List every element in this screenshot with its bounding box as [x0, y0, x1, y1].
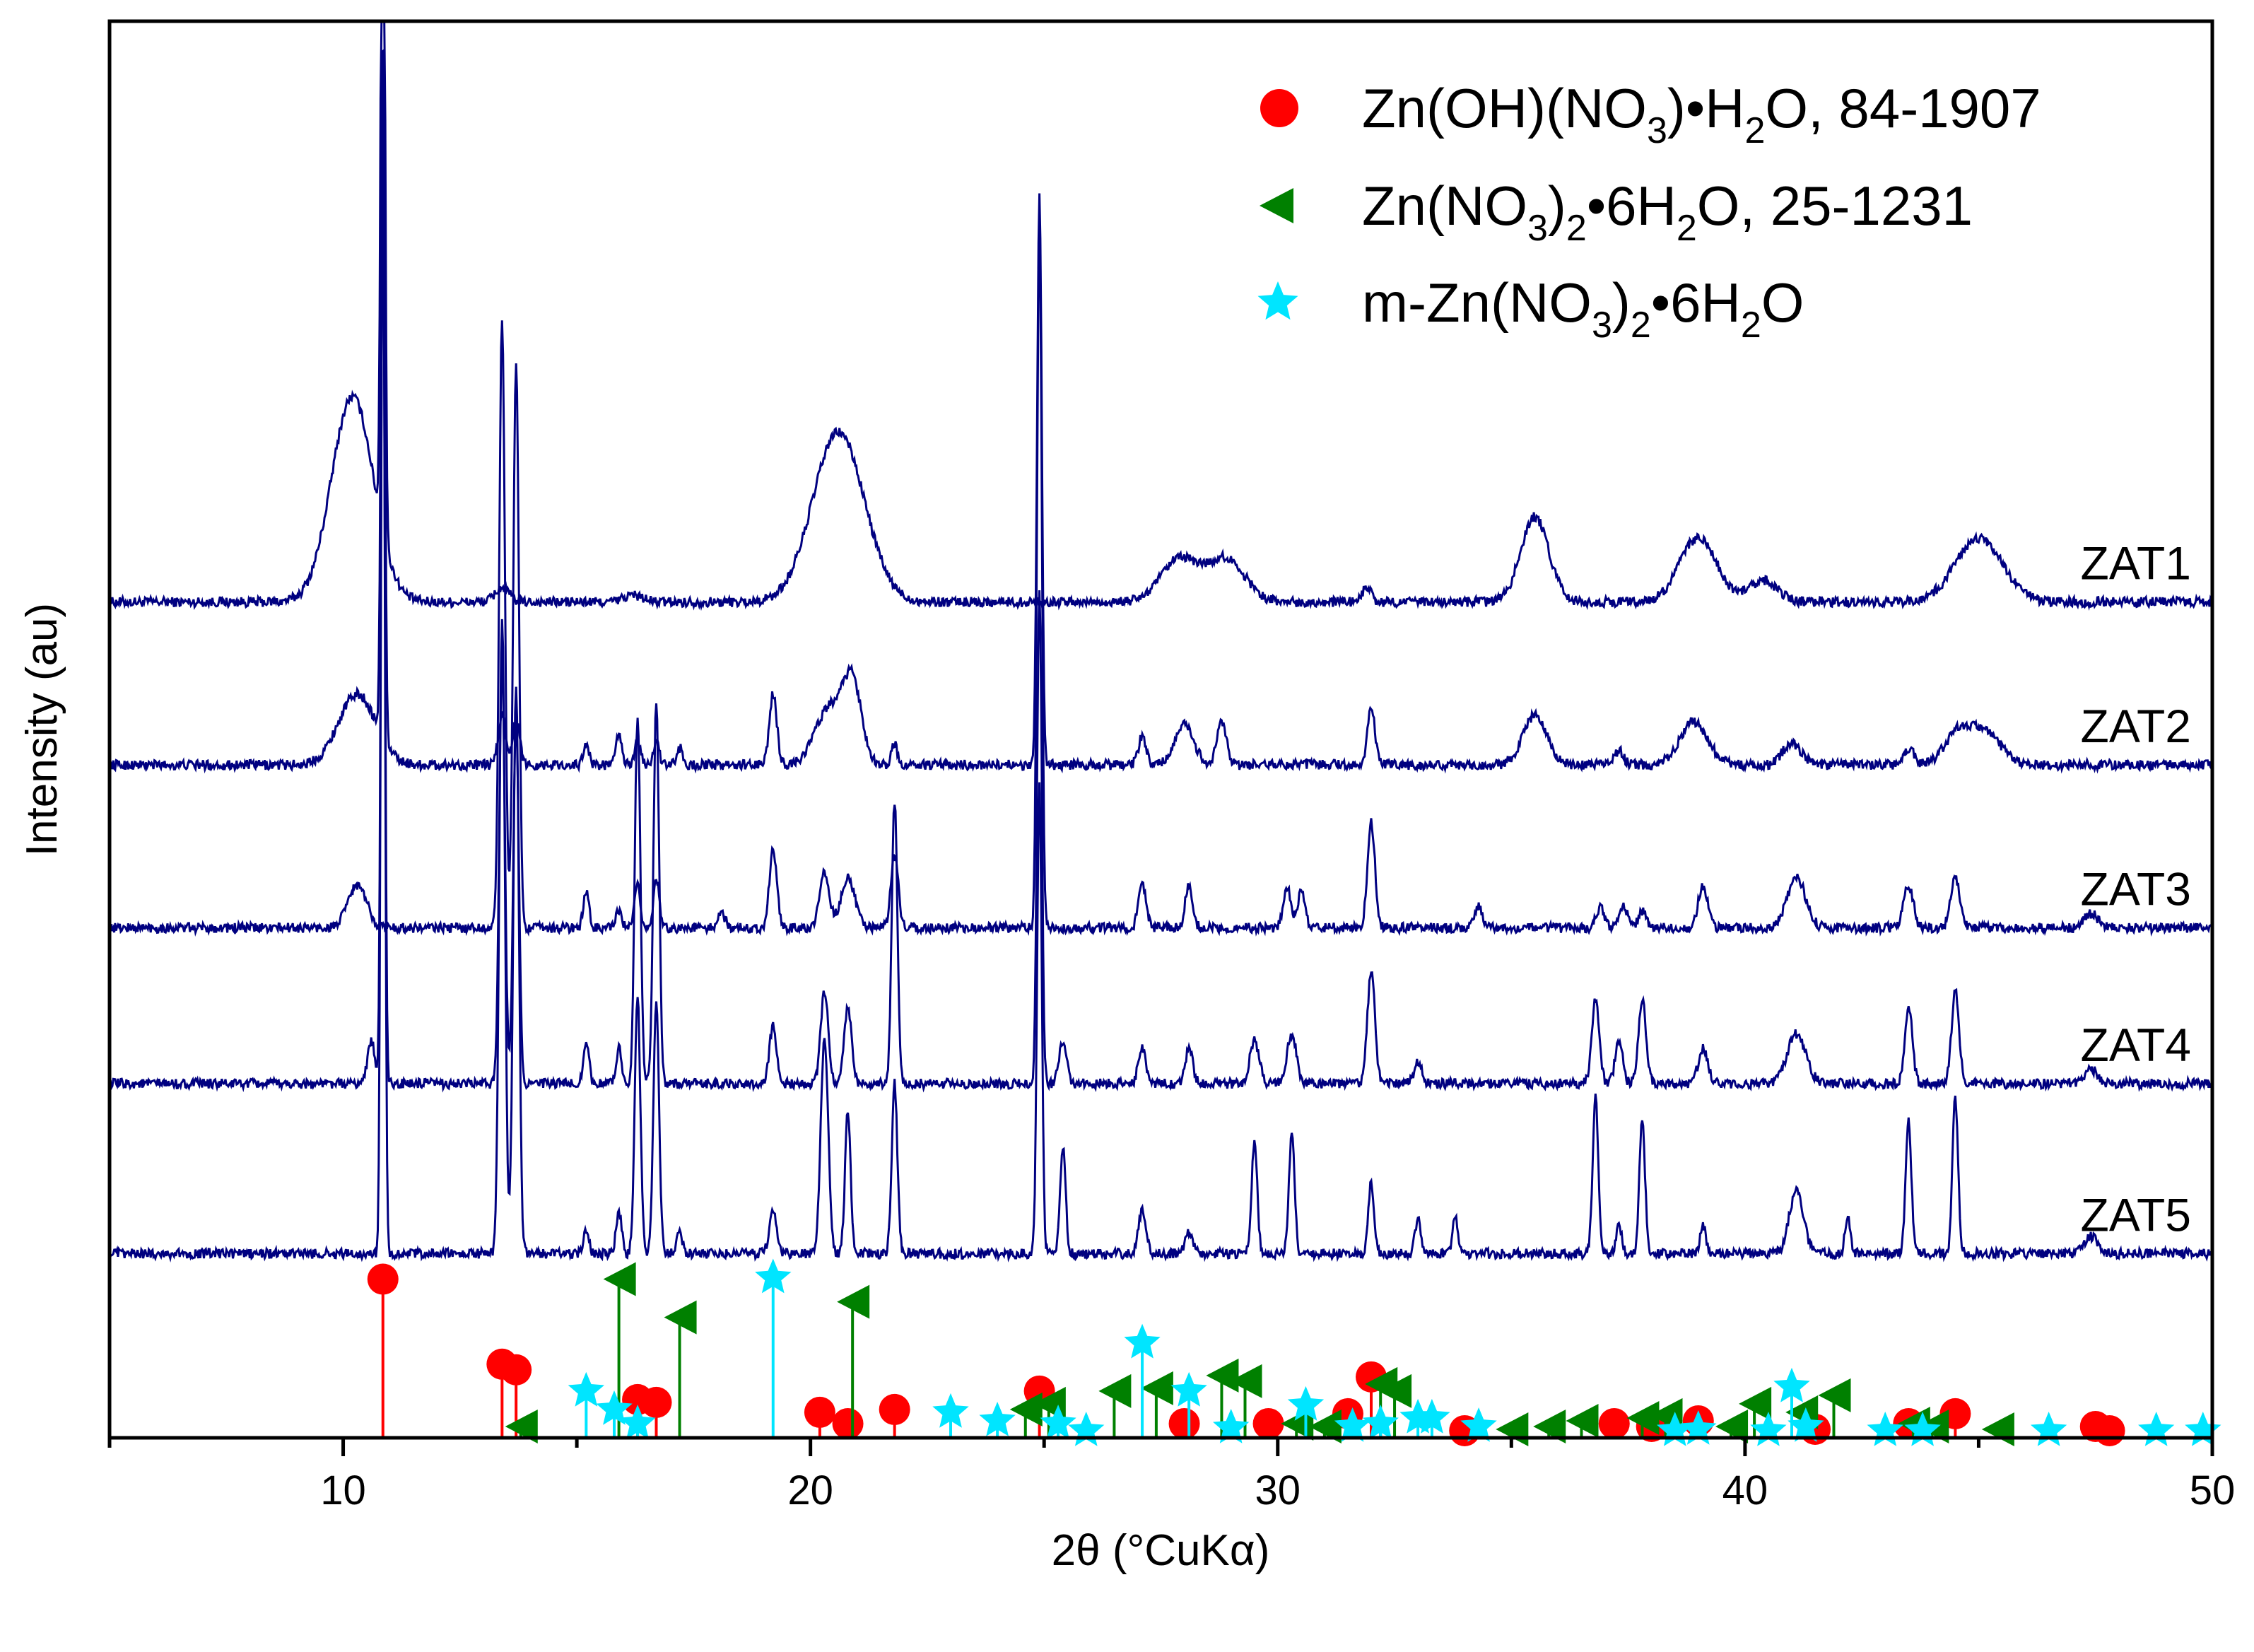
ref-marker-zn_no3_6h2o	[1009, 1392, 1043, 1427]
ref-marker-m_zn_no3	[568, 1371, 604, 1407]
ref-marker-zn_oh_no3	[832, 1407, 864, 1439]
series-label-zat1: ZAT1	[2081, 537, 2191, 590]
x-tick-label: 10	[320, 1468, 366, 1513]
ref-marker-m_zn_no3	[755, 1258, 792, 1294]
x-tick-label: 50	[2190, 1468, 2236, 1513]
ref-marker-zn_no3_6h2o	[1818, 1378, 1851, 1412]
ref-marker-zn_no3_6h2o	[1229, 1364, 1262, 1398]
ref-marker-m_zn_no3	[1040, 1405, 1076, 1439]
ref-marker-zn_no3_6h2o	[1379, 1373, 1412, 1408]
ref-marker-zn_oh_no3	[2094, 1414, 2125, 1446]
ref-marker-zn_no3_6h2o	[1308, 1409, 1342, 1443]
ref-marker-m_zn_no3	[979, 1402, 1016, 1436]
ref-marker-zn_oh_no3	[1252, 1407, 1284, 1439]
ref-marker-zn_no3_6h2o	[664, 1300, 697, 1335]
legend: Zn(OH)(NO3)•H2O, 84-1907 Zn(NO3)2•6H2O, …	[1257, 77, 2041, 346]
ref-marker-m_zn_no3	[1414, 1398, 1450, 1434]
ref-marker-zn_oh_no3	[1168, 1407, 1200, 1439]
legend-circle-marker	[1260, 89, 1298, 127]
x-tick-label: 30	[1255, 1468, 1301, 1513]
series-label-zat4: ZAT4	[2081, 1019, 2191, 1071]
legend-item-m-zn-no3: m-Zn(NO3)2•6H2O	[1257, 271, 1804, 346]
trace-zat3	[108, 218, 2214, 937]
ref-marker-zn_oh_no3	[640, 1386, 672, 1418]
ref-marker-m_zn_no3	[1124, 1323, 1161, 1359]
ref-marker-m_zn_no3	[1788, 1407, 1824, 1442]
series-label-zat5: ZAT5	[2081, 1188, 2191, 1241]
reference-markers	[367, 1258, 2221, 1446]
ref-marker-zn_no3_6h2o	[603, 1262, 636, 1296]
diffraction-traces: ZAT1 ZAT2 ZAT3 ZAT4 ZAT5	[108, 20, 2214, 1263]
legend-label-zn-no3-6h2o: Zn(NO3)2•6H2O, 25-1231	[1362, 175, 1973, 249]
ref-marker-zn_no3_6h2o	[505, 1409, 538, 1443]
trace-zat5	[108, 150, 2214, 1263]
legend-label-m-zn-no3: m-Zn(NO3)2•6H2O	[1362, 271, 1804, 346]
ref-marker-zn_no3_6h2o	[1533, 1409, 1566, 1443]
series-label-zat2: ZAT2	[2081, 700, 2191, 752]
plot-frame	[107, 19, 2214, 1440]
ref-marker-zn_oh_no3	[500, 1354, 532, 1386]
trace-zat2	[108, 48, 2213, 774]
ref-marker-zn_no3_6h2o	[1566, 1403, 1599, 1438]
ref-marker-m_zn_no3	[1287, 1386, 1325, 1421]
legend-item-zn-no3-6h2o: Zn(NO3)2•6H2O, 25-1231	[1260, 175, 1973, 249]
ref-marker-zn_oh_no3	[367, 1263, 399, 1295]
ref-marker-zn_oh_no3	[1598, 1407, 1630, 1439]
ref-marker-m_zn_no3	[1773, 1367, 1810, 1402]
legend-star-marker	[1257, 281, 1298, 320]
ref-marker-m_zn_no3	[596, 1390, 633, 1425]
ref-marker-m_zn_no3	[1362, 1405, 1399, 1439]
x-axis-label: 2θ (°CuKα)	[1052, 1526, 1270, 1575]
legend-label-zn-oh-no3: Zn(OH)(NO3)•H2O, 84-1907	[1362, 77, 2041, 151]
x-tick-label: 20	[787, 1468, 833, 1513]
ref-marker-m_zn_no3	[1334, 1407, 1371, 1442]
y-axis-label: Intensity (au)	[18, 603, 66, 856]
legend-item-zn-oh-no3: Zn(OH)(NO3)•H2O, 84-1907	[1260, 77, 2041, 151]
ref-marker-zn_no3_6h2o	[837, 1284, 870, 1319]
ref-marker-zn_oh_no3	[804, 1396, 835, 1428]
ref-marker-m_zn_no3	[1170, 1371, 1207, 1407]
trace-zat1	[108, 20, 2214, 611]
ref-marker-zn_oh_no3	[879, 1393, 910, 1425]
trace-zat4	[108, 187, 2214, 1093]
ref-marker-zn_no3_6h2o	[1715, 1409, 1749, 1443]
x-tick-label: 40	[1722, 1468, 1768, 1513]
x-axis-ticks: 10 20 30 40 50	[107, 1438, 2236, 1513]
ref-marker-m_zn_no3	[932, 1393, 969, 1428]
ref-marker-m_zn_no3	[1460, 1407, 1497, 1442]
ref-marker-zn_no3_6h2o	[1140, 1371, 1173, 1405]
ref-marker-zn_no3_6h2o	[1098, 1373, 1132, 1408]
ref-marker-m_zn_no3	[1213, 1409, 1250, 1443]
ref-marker-m_zn_no3	[619, 1405, 656, 1439]
legend-triangle-marker	[1260, 188, 1293, 223]
ref-marker-zn_no3_6h2o	[1206, 1358, 1239, 1393]
series-label-zat3: ZAT3	[2081, 863, 2191, 915]
ref-marker-zn_no3_6h2o	[1739, 1386, 1772, 1421]
ref-marker-zn_no3_6h2o	[1626, 1400, 1660, 1435]
